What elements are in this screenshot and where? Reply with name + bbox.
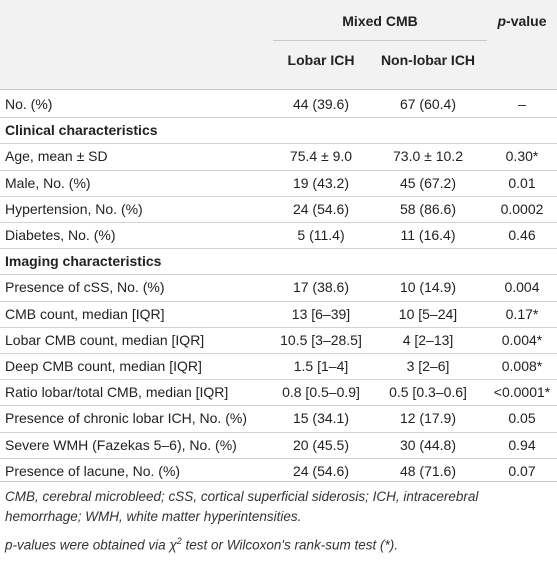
row-label: Lobar CMB count, median [IQR] [5,332,205,348]
table-bottom-rule [0,481,557,482]
cell-pvalue: – [518,96,526,112]
row-divider [0,458,557,459]
row-divider [0,327,557,328]
footnote-method: p-values were obtained via χ2 test or Wi… [5,532,552,555]
cell-lobar: 10.5 [3–28.5] [280,332,362,348]
row-label: Deep CMB count, median [IQR] [5,358,202,374]
row-label: Diabetes, No. (%) [5,227,116,243]
cell-lobar: 24 (54.6) [292,201,350,217]
row-label: Ratio lobar/total CMB, median [IQR] [5,384,229,400]
cell-pvalue: <0.0001* [493,384,551,400]
cell-pvalue: 0.008* [501,358,543,374]
row-divider [0,143,557,144]
row-label: Presence of chronic lobar ICH, No. (%) [5,410,247,426]
footnote-method-suffix: test or Wilcoxon's rank-sum test (*). [181,537,398,553]
row-divider [0,222,557,223]
cell-lobar: 15 (34.1) [292,410,350,426]
cell-nonlobar: 4 [2–13] [402,332,454,348]
row-divider [0,405,557,406]
section-heading: Imaging characteristics [5,253,162,269]
cell-nonlobar: 30 (44.8) [399,437,457,453]
cell-nonlobar: 3 [2–6] [406,358,450,374]
cell-pvalue: 0.46 [508,227,536,243]
footnote-method-sup: 2 [176,536,182,546]
cell-lobar: 1.5 [1–4] [293,358,349,374]
cell-lobar: 24 (54.6) [292,463,350,479]
pvalue-header: p-value [487,13,557,30]
col-header-nonlobar: Non-lobar ICH [380,52,476,68]
footnote-method-prefix: p-values were obtained via χ [5,537,177,553]
row-label: Hypertension, No. (%) [5,201,143,217]
row-divider [0,274,557,275]
cell-nonlobar: 11 (16.4) [400,227,456,243]
cell-nonlobar: 0.5 [0.3–0.6] [389,384,467,400]
table-header-band [0,0,557,90]
row-divider [0,170,557,171]
cell-nonlobar: 73.0 ± 10.2 [393,148,463,164]
row-divider [0,353,557,354]
col-header-lobar: Lobar ICH [287,52,355,68]
row-divider [0,379,557,380]
row-divider [0,248,557,249]
cell-lobar: 17 (38.6) [292,279,350,295]
cell-lobar: 0.8 [0.5–0.9] [282,384,360,400]
row-divider [0,432,557,433]
row-divider [0,196,557,197]
cell-lobar: 44 (39.6) [292,96,350,112]
row-label: Male, No. (%) [5,175,91,191]
pvalue-header-rest: -value [506,13,547,29]
row-label: Severe WMH (Fazekas 5–6), No. (%) [5,437,237,453]
cell-lobar: 20 (45.5) [292,437,350,453]
cell-lobar: 5 (11.4) [297,227,345,243]
cell-pvalue: 0.004* [501,332,543,348]
cell-pvalue: 0.05 [508,410,536,426]
group-header-underline [273,40,487,41]
footnote-abbrev-line1: CMB, cerebral microbleed; cSS, cortical … [5,489,479,504]
row-divider [0,117,557,118]
cell-pvalue: 0.17* [505,306,539,322]
cell-pvalue: 0.0002 [500,201,544,217]
cell-nonlobar: 10 [5–24] [398,306,458,322]
row-label: Presence of lacune, No. (%) [5,463,181,479]
row-label: No. (%) [5,96,53,112]
cell-lobar: 13 [6–39] [291,306,351,322]
cell-nonlobar: 45 (67.2) [399,175,457,191]
cell-nonlobar: 48 (71.6) [399,463,457,479]
section-heading: Clinical characteristics [5,122,158,138]
row-label: Presence of cSS, No. (%) [5,279,165,295]
mixed-cmb-group-header: Mixed CMB [342,13,418,29]
footnote-abbrev-line2: hemorrhage; WMH, white matter hyperinten… [5,509,302,524]
cell-pvalue: 0.30* [505,148,539,164]
cell-pvalue: 0.004 [504,279,540,295]
cell-nonlobar: 67 (60.4) [399,96,457,112]
cell-pvalue: 0.07 [508,463,536,479]
row-label: CMB count, median [IQR] [5,306,165,322]
cell-nonlobar: 12 (17.9) [399,410,457,426]
cell-pvalue: 0.01 [508,175,536,191]
cell-nonlobar: 10 (14.9) [399,279,457,295]
row-divider [0,301,557,302]
cell-lobar: 19 (43.2) [292,175,350,191]
cell-lobar: 75.4 ± 9.0 [289,148,353,164]
header-bottom-rule [0,89,557,90]
cell-pvalue: 0.94 [508,437,536,453]
cell-nonlobar: 58 (86.6) [399,201,457,217]
pvalue-header-italic: p [497,13,507,29]
row-label: Age, mean ± SD [5,148,108,164]
